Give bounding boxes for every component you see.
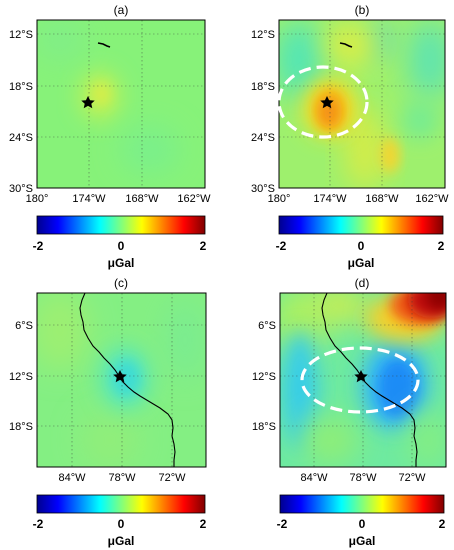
island-outline — [339, 42, 353, 48]
panel-d-colorbar: -2 0 2 μGal — [277, 494, 446, 548]
panel-d-title: (d) — [355, 276, 370, 290]
xtick-label: 174°W — [72, 193, 106, 205]
xtick-label: 180° — [26, 193, 49, 205]
xtick-label: 162°W — [415, 193, 449, 205]
panel-d: (d) 6°S 12°S 18°S 84°W — [252, 276, 447, 548]
panel-b-xticks: 180° 174°W 168°W 162°W — [268, 193, 450, 205]
ytick-label: 30°S — [9, 183, 33, 195]
ytick-label: 30°S — [251, 183, 275, 195]
ytick-label: 6°S — [15, 320, 33, 332]
panel-c-yticks: 6°S 12°S 18°S — [9, 320, 33, 433]
panel-a-frame — [36, 19, 206, 189]
ytick-label: 24°S — [9, 132, 33, 144]
colorbar-unit: μGal — [348, 256, 375, 270]
panel-d-frame — [279, 292, 447, 468]
colorbar-tick: 0 — [358, 239, 365, 253]
epicenter-star-icon — [113, 370, 127, 383]
xtick-label: 168°W — [125, 193, 159, 205]
ytick-label: 12°S — [9, 29, 33, 41]
panel-a-colorbar: -2 0 2 μGal — [33, 215, 207, 270]
ytick-label: 18°S — [9, 81, 33, 93]
xtick-label: 174°W — [313, 193, 347, 205]
panel-c-frame — [36, 292, 207, 468]
colorbar-tick: 0 — [118, 517, 125, 531]
panel-b-frame — [278, 19, 446, 189]
colorbar-unit: μGal — [108, 256, 135, 270]
xtick-label: 72°W — [158, 472, 186, 484]
panel-a-xticks: 180° 174°W 168°W 162°W — [26, 193, 212, 205]
coastline — [79, 292, 176, 467]
epicenter-star-icon — [354, 370, 368, 383]
ytick-label: 18°S — [251, 81, 275, 93]
xtick-label: 84°W — [58, 472, 86, 484]
colorbar-tick: 2 — [439, 517, 446, 531]
colorbar-gradient — [279, 494, 445, 514]
colorbar-tick: -2 — [33, 239, 44, 253]
panel-a: (a) 12°S 18°S 24°S 30°S 180° 174°W 168°W… — [9, 3, 211, 270]
panel-b-title: (b) — [355, 3, 370, 17]
colorbar-gradient — [36, 215, 206, 235]
colorbar-tick: 0 — [359, 517, 366, 531]
ytick-label: 18°S — [252, 421, 276, 433]
epicenter-star-icon — [81, 96, 95, 109]
island-outline — [97, 42, 111, 48]
colorbar-tick: 2 — [200, 517, 207, 531]
ytick-label: 6°S — [258, 320, 276, 332]
panel-b-colorbar: -2 0 2 μGal — [276, 215, 445, 270]
panel-b: (b) 12°S 18°S 24°S 30°S — [251, 3, 450, 270]
xtick-label: 72°W — [398, 472, 426, 484]
colorbar-tick: -2 — [33, 517, 44, 531]
colorbar-gradient — [36, 494, 206, 514]
ytick-label: 12°S — [251, 29, 275, 41]
panel-c-xticks: 84°W 78°W 72°W — [58, 472, 186, 484]
colorbar-unit: μGal — [349, 534, 376, 548]
highlight-ellipse — [300, 346, 420, 414]
ytick-label: 12°S — [9, 371, 33, 383]
xtick-label: 168°W — [365, 193, 399, 205]
panel-b-heatmap — [279, 20, 445, 188]
colorbar-tick: 0 — [118, 239, 125, 253]
panel-d-yticks: 6°S 12°S 18°S — [252, 320, 276, 433]
panel-a-yticks: 12°S 18°S 24°S 30°S — [9, 29, 33, 195]
panel-d-xticks: 84°W 78°W 72°W — [300, 472, 426, 484]
ytick-label: 12°S — [252, 371, 276, 383]
ytick-label: 18°S — [9, 421, 33, 433]
panel-b-yticks: 12°S 18°S 24°S 30°S — [251, 29, 275, 195]
panel-c-colorbar: -2 0 2 μGal — [33, 494, 207, 548]
xtick-label: 180° — [268, 193, 291, 205]
colorbar-tick: 2 — [200, 239, 207, 253]
panel-a-heatmap — [37, 20, 205, 188]
colorbar-gradient — [278, 215, 444, 235]
highlight-ellipse — [277, 65, 369, 139]
colorbar-tick: 2 — [438, 239, 445, 253]
panel-c-title: (c) — [114, 276, 128, 290]
colorbar-unit: μGal — [108, 534, 135, 548]
panel-a-title: (a) — [114, 3, 129, 17]
ytick-label: 24°S — [251, 132, 275, 144]
colorbar-tick: -2 — [277, 517, 288, 531]
xtick-label: 84°W — [300, 472, 328, 484]
xtick-label: 78°W — [108, 472, 136, 484]
xtick-label: 162°W — [177, 193, 211, 205]
xtick-label: 78°W — [349, 472, 377, 484]
colorbar-tick: -2 — [276, 239, 287, 253]
panel-c: (c) 6°S 12°S 18°S 84°W 78°W 72°W -2 — [9, 276, 207, 548]
panel-d-grid — [280, 293, 446, 467]
epicenter-star-icon — [320, 96, 334, 109]
